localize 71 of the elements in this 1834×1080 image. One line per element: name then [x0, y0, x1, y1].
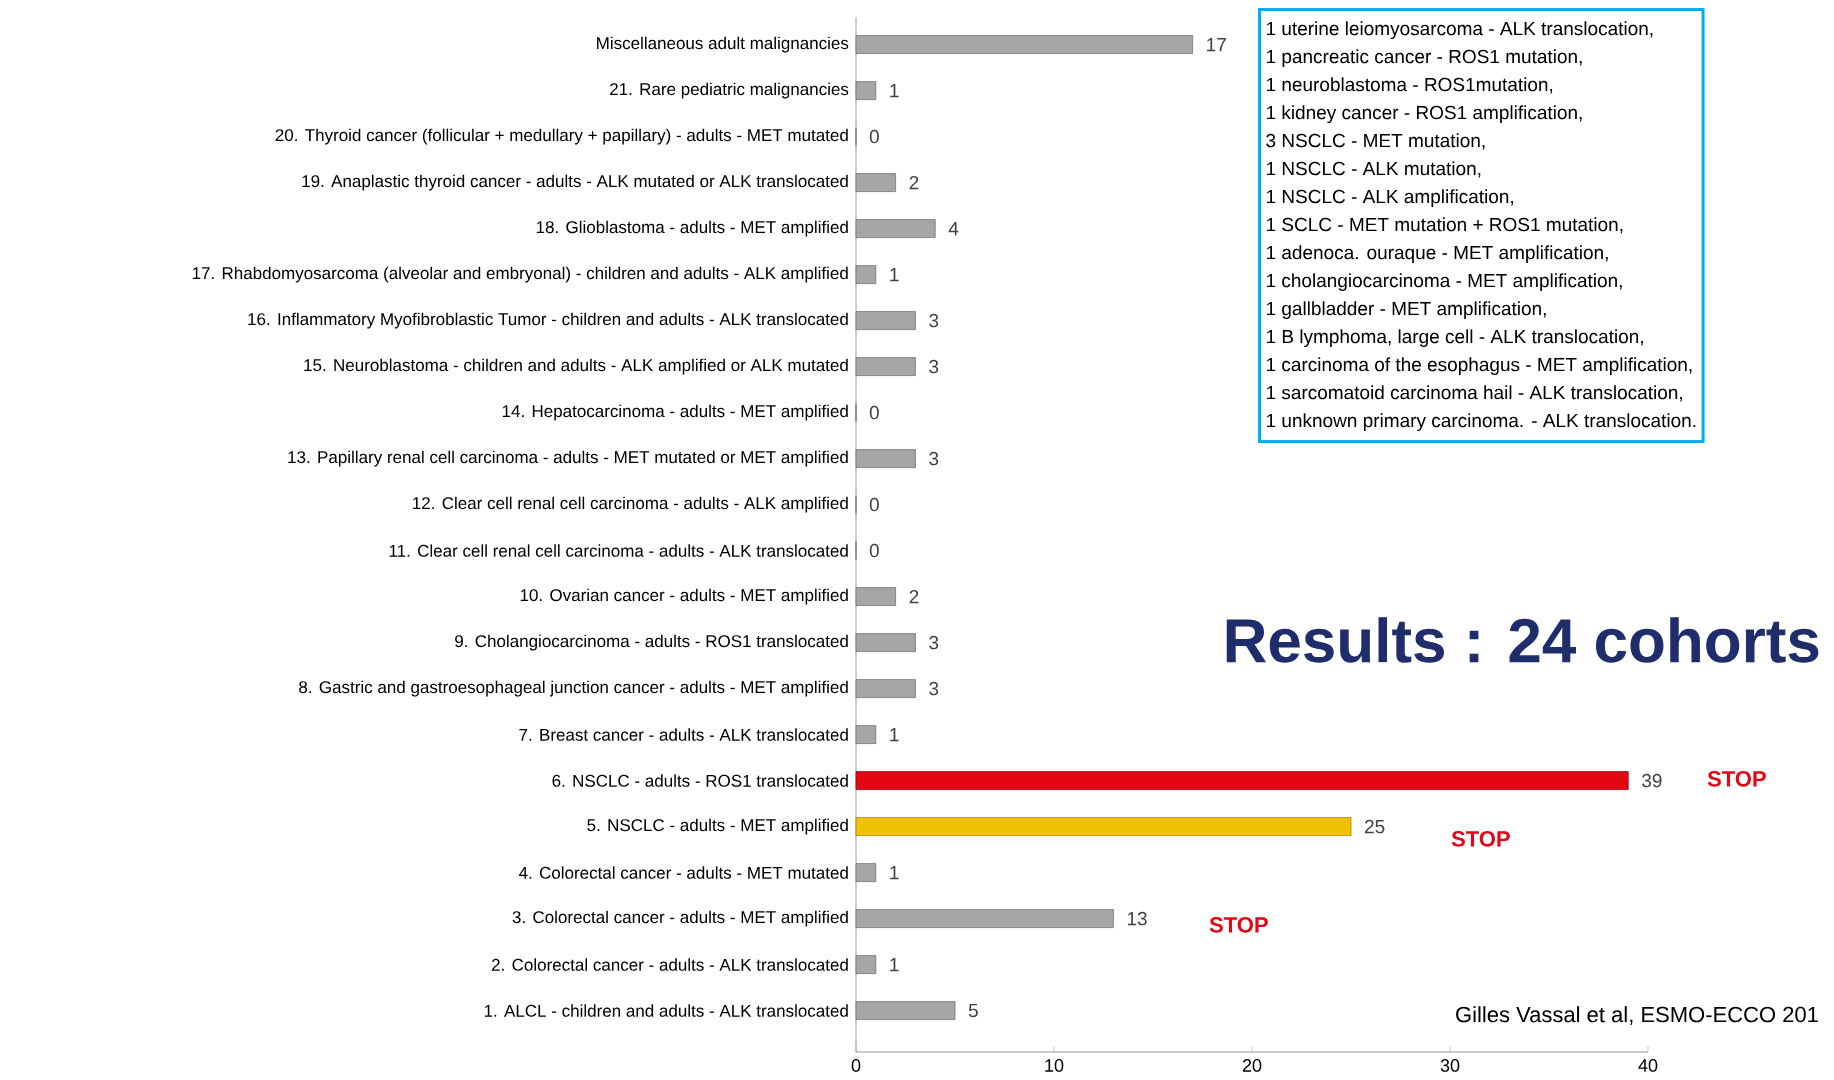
y-tick-label: 13. Papillary renal cell carcinoma - adults - MET mutated or MET amplified — [288, 450, 848, 467]
data-label: 3 — [929, 681, 939, 696]
data-label: 1 — [890, 866, 899, 880]
x-tick-label: 10 — [1045, 1059, 1064, 1072]
y-tick-label: 15. Neuroblastoma - children and adults - ALK amplified or ALK mutated — [304, 358, 848, 375]
data-label: 0 — [869, 497, 879, 512]
x-tick-label: 20 — [1242, 1059, 1262, 1072]
bar — [855, 817, 1352, 836]
data-label: 17 — [1207, 38, 1226, 52]
text: Results : 24 cohorts — [1226, 617, 1819, 663]
annotation: 1 neuroblastoma - ROS1mutation, — [1266, 77, 1553, 94]
data-label: 0 — [869, 129, 879, 144]
data-label: 1 — [890, 958, 899, 972]
annotation: 1 B lymphoma, large cell - ALK translocation, — [1266, 329, 1643, 348]
annotation: 1 adenoca. ouraque - MET amplification, — [1266, 245, 1608, 264]
data-label: 25 — [1365, 819, 1385, 834]
y-tick-label: 7. Breast cancer - adults - ALK translocated — [519, 728, 848, 741]
data-label: 2 — [909, 175, 919, 190]
y-tick-label: 5. NSCLC - adults - MET amplified — [587, 818, 848, 835]
data-label: 0 — [869, 405, 879, 420]
x-tick-label: 30 — [1440, 1059, 1460, 1072]
annotation: 1 NSCLC - ALK amplification, — [1266, 189, 1513, 208]
data-label: 0 — [869, 543, 879, 558]
y-tick-label: 11. Clear cell renal cell carcinoma - adults - ALK translocated — [389, 544, 848, 557]
y-tick-label: 21. Rare pediatric malignancies — [610, 82, 849, 99]
y-tick-label: 1. ALCL - children and adults - ALK translocated — [484, 1004, 848, 1017]
y-tick-label: 4. Colorectal cancer - adults - MET mutated — [518, 866, 848, 879]
y-tick-label: 18. Glioblastoma - adults - MET amplified — [536, 220, 848, 237]
data-label: 3 — [929, 451, 939, 466]
annotation: 1 sarcomatoid carcinoma hail - ALK translocation, — [1266, 385, 1682, 402]
data-label: 1 — [890, 268, 899, 282]
y-tick-label: 6. NSCLC - adults - ROS1 translocated — [552, 774, 848, 787]
x-tick-label: 40 — [1638, 1059, 1658, 1072]
x-tick-label: 0 — [851, 1059, 861, 1072]
annotation: 3 NSCLC - MET mutation, — [1266, 133, 1485, 150]
data-label: 5 — [968, 1003, 978, 1018]
y-tick-label: 20. Thyroid cancer (follicular + medullary + papillary) - adults - MET mutated — [275, 128, 848, 145]
annotation: STOP — [1209, 917, 1268, 933]
data-label: 1 — [890, 728, 899, 742]
y-tick-label: Miscellaneous adult malignancies — [597, 36, 849, 53]
annotation: 1 gallbladder - MET amplification, — [1266, 301, 1546, 320]
data-label: 39 — [1641, 773, 1662, 788]
y-tick-label: 9. Cholangiocarcinoma - adults - ROS1 translocated — [455, 634, 848, 651]
bar — [855, 771, 1629, 790]
annotation: 1 pancreatic cancer - ROS1 mutation, — [1266, 49, 1582, 68]
data-label: 3 — [929, 635, 939, 650]
y-tick-label: 8. Gastric and gastroesophageal junction cancer - adults - MET amplified — [299, 680, 848, 697]
text: STOP — [1707, 771, 1766, 787]
annotation: STOP — [1451, 831, 1510, 847]
annotation: 1 carcinoma of the esophagus - MET amplification, — [1266, 357, 1692, 376]
data-label: 13 — [1127, 911, 1147, 926]
y-tick-label: 12. Clear cell renal cell carcinoma - adults - ALK amplified — [413, 496, 848, 513]
data-label: 3 — [929, 313, 939, 328]
annotation: Gilles Vassal et al, ESMO-ECCO 201 — [1456, 1006, 1818, 1025]
annotation: 1 unknown primary carcinoma. - ALK translocation. — [1266, 413, 1696, 432]
y-tick-label: 14. Hepatocarcinoma - adults - MET amplified — [502, 404, 848, 421]
data-label: 3 — [929, 359, 939, 374]
y-tick-label: 19. Anaplastic thyroid cancer - adults - ALK mutated or ALK translocated — [302, 174, 848, 191]
data-label: 1 — [890, 84, 899, 98]
y-tick-label: 17. Rhabdomyosarcoma (alveolar and embryonal) - children and adults - ALK amplified — [192, 266, 848, 283]
y-tick-label: 3. Colorectal cancer - adults - MET amplified — [512, 910, 848, 927]
y-tick-label: 16. Inflammatory Myofibroblastic Tumor - children and adults - ALK translocated — [248, 312, 848, 329]
annotation: 1 cholangiocarcinoma - MET amplification, — [1266, 273, 1622, 292]
annotation: 1 kidney cancer - ROS1 amplification, — [1266, 105, 1582, 124]
data-label: 4 — [948, 222, 959, 236]
annotation: 1 NSCLC - ALK mutation, — [1266, 161, 1481, 178]
y-tick-label: 2. Colorectal cancer - adults - ALK translocated — [491, 958, 848, 971]
annotation: 1 SCLC - MET mutation + ROS1 mutation, — [1266, 217, 1623, 234]
data-label: 2 — [909, 589, 919, 604]
y-tick-label: 10. Ovarian cancer - adults - MET amplified — [520, 588, 848, 605]
annotation: 1 uterine leiomyosarcoma - ALK translocation, — [1266, 21, 1653, 40]
